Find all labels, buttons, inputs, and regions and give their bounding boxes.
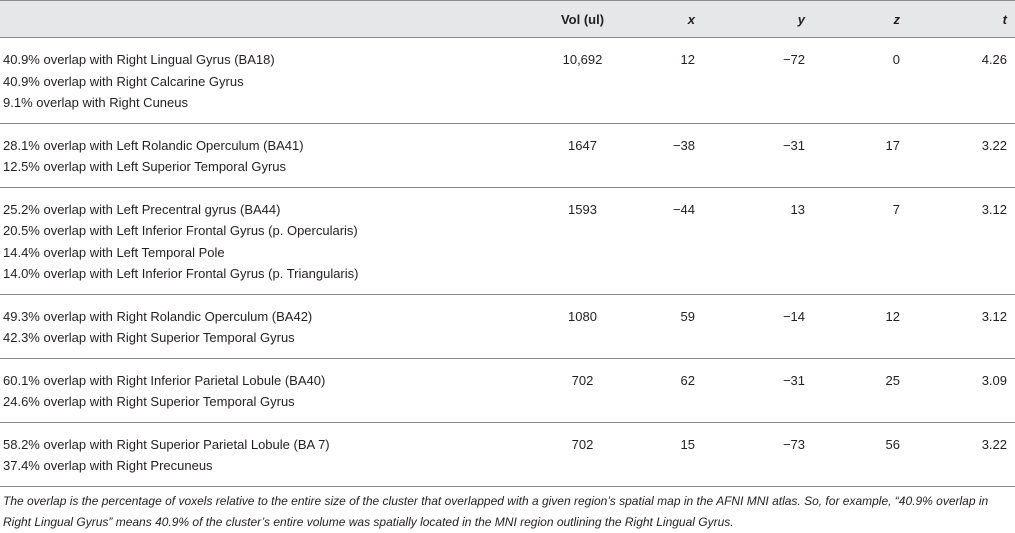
table-row: 58.2% overlap with Right Superior Pariet… [0, 422, 1015, 487]
table-footnote: The overlap is the percentage of voxels … [3, 493, 989, 529]
y-cell: −14 [703, 294, 813, 359]
volume-cell: 1080 [502, 294, 663, 359]
x-cell: −44 [663, 187, 703, 295]
region-overlap-line: 14.4% overlap with Left Temporal Pole [3, 244, 225, 260]
header-x: x [663, 0, 703, 38]
x-cell: 59 [663, 294, 703, 359]
region-overlap-line: 9.1% overlap with Right Cuneus [3, 95, 188, 110]
table-row: 49.3% overlap with Right Rolandic Opercu… [0, 294, 1015, 359]
region-cell: 28.1% overlap with Left Rolandic Opercul… [0, 123, 502, 188]
region-cell: 58.2% overlap with Right Superior Pariet… [0, 422, 502, 487]
x-cell: 62 [663, 358, 703, 423]
region-overlap-line: 40.9% overlap with Right Lingual Gyrus (… [3, 52, 275, 67]
region-cell: 40.9% overlap with Right Lingual Gyrus (… [0, 37, 502, 124]
z-cell: 7 [813, 187, 908, 295]
table-header-row: Vol (ul) x y z t [0, 0, 1015, 38]
region-overlap-line: 49.3% overlap with Right Rolandic Opercu… [3, 308, 313, 324]
volume-cell: 10,692 [502, 37, 663, 124]
t-cell: 4.26 [908, 37, 1015, 124]
region-overlap-line: 12.5% overlap with Left Superior Tempora… [3, 159, 287, 174]
y-cell: −31 [703, 358, 813, 423]
z-cell: 0 [813, 37, 908, 124]
y-cell: 13 [703, 187, 813, 295]
region-cell: 49.3% overlap with Right Rolandic Opercu… [0, 294, 502, 359]
region-overlap-line: 42.3% overlap with Right Superior Tempor… [3, 330, 295, 345]
table-row: 28.1% overlap with Left Rolandic Opercul… [0, 123, 1015, 188]
z-cell: 56 [813, 422, 908, 487]
region-overlap-line: 40.9% overlap with Right Calcarine Gyrus [3, 73, 244, 89]
region-overlap-line: 37.4% overlap with Right Precuneus [3, 458, 213, 473]
table-body: 40.9% overlap with Right Lingual Gyrus (… [0, 37, 1015, 487]
y-cell: −31 [703, 123, 813, 188]
x-cell: −38 [663, 123, 703, 188]
region-overlap-line: 60.1% overlap with Right Inferior Pariet… [3, 372, 326, 388]
t-cell: 3.22 [908, 422, 1015, 487]
table-row: 60.1% overlap with Right Inferior Pariet… [0, 358, 1015, 423]
region-cell: 25.2% overlap with Left Precentral gyrus… [0, 187, 502, 295]
x-cell: 12 [663, 37, 703, 124]
t-cell: 3.12 [908, 294, 1015, 359]
z-cell: 25 [813, 358, 908, 423]
region-overlap-line: 25.2% overlap with Left Precentral gyrus… [3, 201, 281, 217]
region-overlap-line: 24.6% overlap with Right Superior Tempor… [3, 394, 295, 409]
t-cell: 3.12 [908, 187, 1015, 295]
table-row: 25.2% overlap with Left Precentral gyrus… [0, 187, 1015, 295]
table-row: 40.9% overlap with Right Lingual Gyrus (… [0, 37, 1015, 124]
volume-cell: 702 [502, 422, 663, 487]
header-t: t [908, 0, 1015, 38]
region-overlap-line: 14.0% overlap with Left Inferior Frontal… [3, 266, 359, 281]
region-overlap-line: 20.5% overlap with Left Inferior Frontal… [3, 223, 358, 238]
y-cell: −72 [703, 37, 813, 124]
z-cell: 17 [813, 123, 908, 188]
region-overlap-line: 58.2% overlap with Right Superior Pariet… [3, 436, 330, 452]
volume-cell: 1647 [502, 123, 663, 188]
t-cell: 3.09 [908, 358, 1015, 423]
region-cell: 60.1% overlap with Right Inferior Pariet… [0, 358, 502, 423]
x-cell: 15 [663, 422, 703, 487]
header-region [0, 0, 502, 38]
t-cell: 3.22 [908, 123, 1015, 188]
volume-cell: 702 [502, 358, 663, 423]
z-cell: 12 [813, 294, 908, 359]
header-y: y [703, 0, 813, 38]
header-z: z [813, 0, 908, 38]
cluster-overlap-table: Vol (ul) x y z t 40.9% overlap with Righ… [0, 0, 1015, 487]
header-volume: Vol (ul) [502, 0, 663, 38]
region-overlap-line: 28.1% overlap with Left Rolandic Opercul… [3, 137, 304, 153]
volume-cell: 1593 [502, 187, 663, 295]
y-cell: −73 [703, 422, 813, 487]
